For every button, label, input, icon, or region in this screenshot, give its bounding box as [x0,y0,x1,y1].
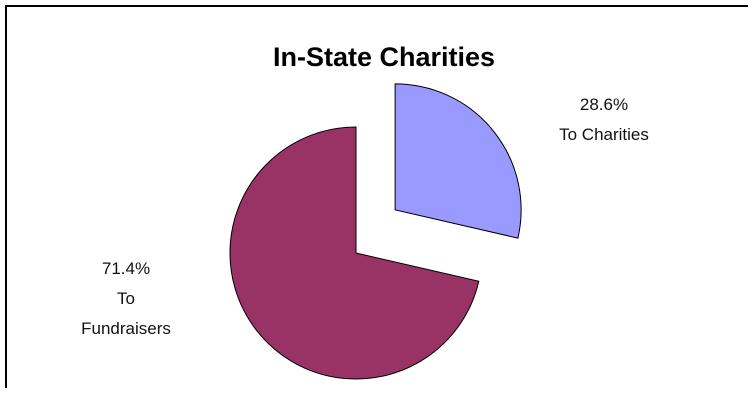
pie-slice-0 [394,83,522,239]
slice-label-percent-1: 71.4% [102,259,150,278]
pie-slice-1 [229,126,480,380]
slice-label-text-1-0: To [117,289,135,308]
pie-slices [229,83,522,380]
slice-label-percent-0: 28.6% [580,95,628,114]
slice-label-text-0-0: To Charities [559,125,649,144]
slice-label-text-1-1: Fundraisers [81,319,171,338]
chart-title: In-State Charities [273,42,495,72]
